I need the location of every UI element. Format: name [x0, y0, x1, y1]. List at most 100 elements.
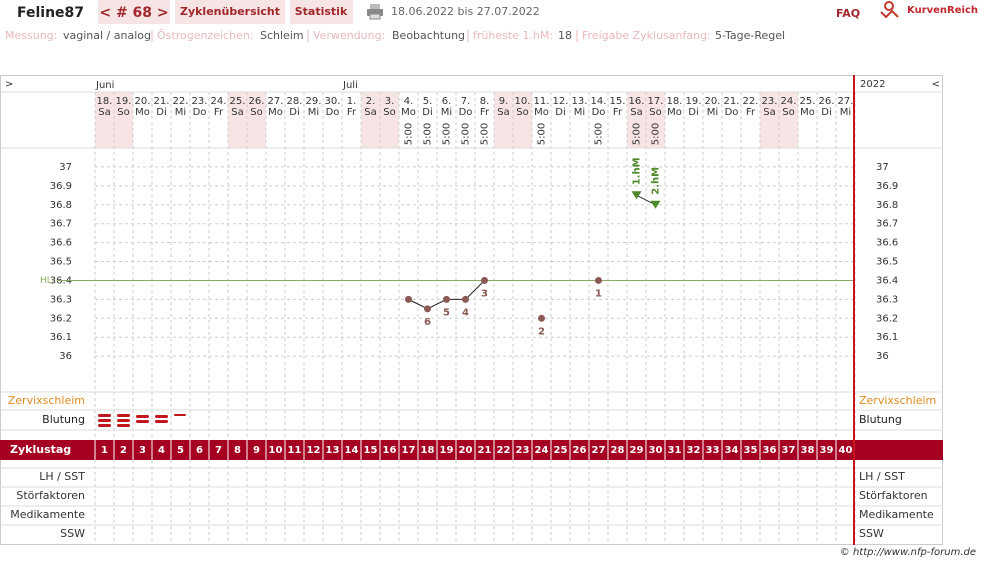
weekend-shade: [95, 92, 114, 148]
reference-label: HLi: [40, 276, 54, 286]
nav-left[interactable]: >: [5, 79, 13, 90]
weekday-label: So: [383, 107, 395, 118]
y-tick-label: 37: [59, 162, 72, 173]
day-label: 19.: [686, 96, 702, 107]
tab[interactable]: Statistik: [295, 5, 348, 18]
cycle-day-label: Zyklustag: [10, 443, 71, 456]
printer-icon[interactable]: [367, 4, 383, 20]
weekday-label: Mo: [268, 107, 283, 118]
cycle-day: 27: [592, 445, 606, 456]
day-label: 18.: [97, 96, 113, 107]
time-label: 5:00: [632, 123, 643, 145]
day-label: 20.: [135, 96, 151, 107]
nav-right[interactable]: <: [932, 79, 940, 90]
cycle-day: 22: [497, 445, 511, 456]
time-label: 5:00: [537, 123, 548, 145]
weekday-label: Mi: [574, 107, 585, 118]
weekday-label: Sa: [763, 107, 775, 118]
weekday-label: Do: [725, 107, 739, 118]
weekday-label: Mi: [175, 107, 186, 118]
date-range: 18.06.2022 bis 27.07.2022: [391, 5, 540, 18]
logo[interactable]: KurvenReich: [907, 5, 978, 16]
weekend-shade: [779, 92, 798, 148]
lower-row-label-right: Medikamente: [859, 508, 934, 521]
tab[interactable]: Zyklenübersicht: [180, 5, 280, 18]
day-label: 3.: [385, 96, 395, 107]
weekday-label: Fr: [613, 107, 623, 118]
cycle-day: 28: [611, 445, 625, 456]
cycle-day: 13: [326, 445, 340, 456]
y-tick-label-right: 36.6: [876, 238, 898, 249]
day-label: 22.: [743, 96, 759, 107]
weekend-shade: [228, 92, 247, 148]
weekday-label: Fr: [480, 107, 490, 118]
weekday-label: So: [516, 107, 528, 118]
month-label: Juni: [95, 80, 114, 91]
weekend-shade: [247, 92, 266, 148]
hm-point: [650, 200, 661, 209]
day-label: 27.: [838, 96, 854, 107]
year: 2022: [860, 79, 885, 90]
lower-row-label-right: SSW: [859, 527, 884, 540]
cycle-day: 32: [687, 445, 701, 456]
row-label-right: Blutung: [859, 413, 902, 426]
user-name[interactable]: Feline87: [17, 5, 84, 21]
cycle-day: 40: [839, 445, 853, 456]
point-label: 1: [595, 288, 602, 299]
weekday-label: Mo: [534, 107, 549, 118]
month-label: Juli: [342, 80, 358, 91]
setting-value: 18: [558, 29, 572, 42]
weekday-label: Mo: [401, 107, 416, 118]
day-label: 2.: [366, 96, 376, 107]
weekend-shade: [114, 92, 133, 148]
setting-value: vaginal / analog: [63, 29, 151, 42]
cycle-day-band: [0, 440, 943, 460]
time-label: 5:00: [461, 123, 472, 145]
y-tick-label: 36.5: [50, 257, 72, 268]
setting-label: Messung:: [5, 29, 57, 42]
weekday-label: So: [782, 107, 794, 118]
time-label: 5:00: [480, 123, 491, 145]
point-label: 3: [481, 288, 488, 299]
faq-link[interactable]: FAQ: [836, 7, 860, 20]
weekend-shade: [513, 92, 532, 148]
point-label: 2: [538, 326, 545, 337]
cycle-day: 4: [158, 445, 165, 456]
y-tick-label-right: 36.4: [876, 275, 898, 286]
weekday-label: Mi: [707, 107, 718, 118]
y-tick-label: 36.7: [50, 219, 72, 230]
day-label: 13.: [572, 96, 588, 107]
point-label: 1.hM: [632, 157, 643, 185]
bleeding-marks: [98, 414, 186, 427]
y-tick-label: 36.2: [50, 313, 72, 324]
temp-point: [595, 276, 602, 284]
weekday-label: Mi: [308, 107, 319, 118]
weekday-label: Mo: [135, 107, 150, 118]
temp-point: [405, 295, 412, 303]
cycle-day: 9: [253, 445, 260, 456]
cycle-nav[interactable]: < # 68 >: [99, 5, 168, 21]
weekday-label: Do: [193, 107, 207, 118]
weekday-label: Di: [156, 107, 166, 118]
time-label: 5:00: [594, 123, 605, 145]
settings: Messung: vaginal / analog Östrogenzeichen:…: [5, 29, 785, 42]
weekday-label: Di: [821, 107, 831, 118]
y-tick-label-right: 36.5: [876, 257, 898, 268]
cycle-day: 11: [288, 445, 302, 456]
lower-row-label: SSW: [60, 527, 85, 540]
day-label: 23.: [192, 96, 208, 107]
weekday-label: Do: [459, 107, 473, 118]
weekday-label: So: [649, 107, 661, 118]
day-label: 23.: [762, 96, 778, 107]
weekday-label: Di: [422, 107, 432, 118]
time-label: 5:00: [404, 123, 415, 145]
cycle-day: 35: [744, 445, 758, 456]
cycle-day: 24: [535, 445, 549, 456]
cycle-day: 33: [706, 445, 720, 456]
day-label: 27.: [268, 96, 284, 107]
day-label: 1.: [347, 96, 357, 107]
weekend-shade: [380, 92, 399, 148]
weekday-label: Do: [592, 107, 606, 118]
row-label-right: Zervixschleim: [859, 394, 936, 407]
